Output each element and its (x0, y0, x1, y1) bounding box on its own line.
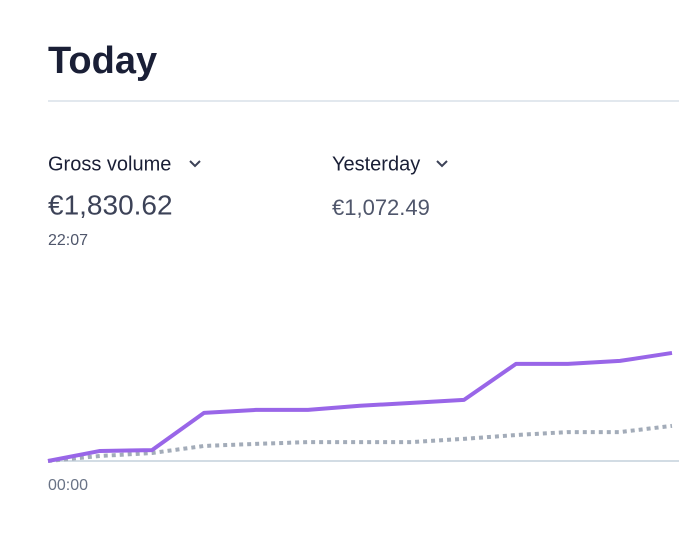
metric-value: €1,072.49 (332, 195, 430, 220)
metric-value: €1,830.62 (48, 189, 173, 220)
compare-selector[interactable]: Yesterday (332, 153, 448, 175)
x-tick-label: 00:00 (48, 477, 88, 494)
metric-time: 22:07 (48, 232, 88, 249)
page-title: Today (48, 40, 157, 82)
metric-label[interactable]: Yesterday (332, 153, 420, 175)
chevron[interactable] (189, 160, 201, 168)
chevron[interactable] (436, 160, 448, 168)
metric-label[interactable]: Gross volume (48, 153, 171, 175)
series-line (47, 423, 673, 463)
gross-volume-selector[interactable]: Gross volume (48, 153, 201, 175)
series-line (47, 350, 673, 463)
